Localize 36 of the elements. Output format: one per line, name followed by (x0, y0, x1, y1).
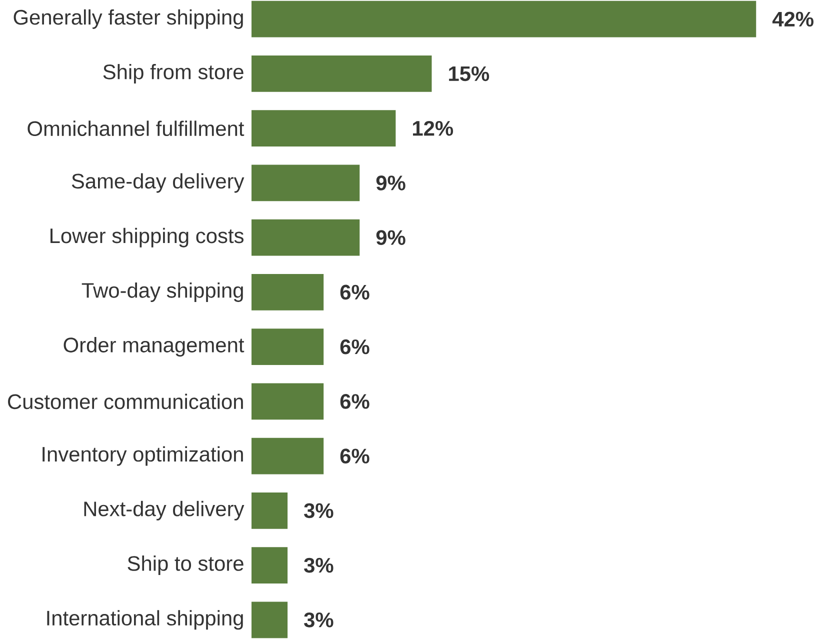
data-label: 9% (376, 230, 406, 245)
bar (252, 328, 324, 365)
y-tick-label: Inventory optimization (42, 446, 243, 466)
y-tick-label: Order management (64, 337, 244, 357)
data-label: 6% (340, 394, 370, 409)
y-tick-label: Two-day shipping (82, 282, 243, 302)
data-label: 6% (340, 339, 370, 354)
y-tick-label: Omnichannel fulfillment (28, 120, 244, 136)
bar (252, 56, 432, 92)
data-label: 9% (376, 176, 406, 190)
bar (252, 219, 360, 256)
bar (252, 602, 288, 638)
bar (252, 492, 288, 529)
bar (252, 383, 324, 420)
y-tick-label: Customer communication (8, 394, 243, 410)
bar (252, 110, 396, 147)
data-label: 6% (340, 448, 370, 464)
data-label: 42% (772, 12, 814, 26)
bar (252, 0, 756, 38)
y-tick-label: Same-day delivery (72, 173, 244, 193)
bar (252, 438, 324, 474)
data-label: 12% (413, 120, 454, 136)
data-label: 3% (304, 612, 334, 628)
y-tick-label: Ship to store (128, 556, 244, 576)
y-tick-label: Next-day delivery (84, 500, 244, 520)
y-tick-label: Generally faster shipping (14, 9, 243, 29)
data-label: 3% (304, 558, 334, 573)
y-tick-label: Lower shipping costs (50, 228, 244, 248)
data-label: 6% (340, 284, 370, 300)
y-tick-label: Ship from store (103, 64, 244, 84)
data-label: 3% (304, 503, 334, 518)
bar (252, 164, 360, 202)
bar (252, 547, 288, 584)
y-tick-label: International shipping (47, 610, 243, 630)
data-label: 15% (449, 66, 490, 82)
bar (252, 274, 324, 310)
